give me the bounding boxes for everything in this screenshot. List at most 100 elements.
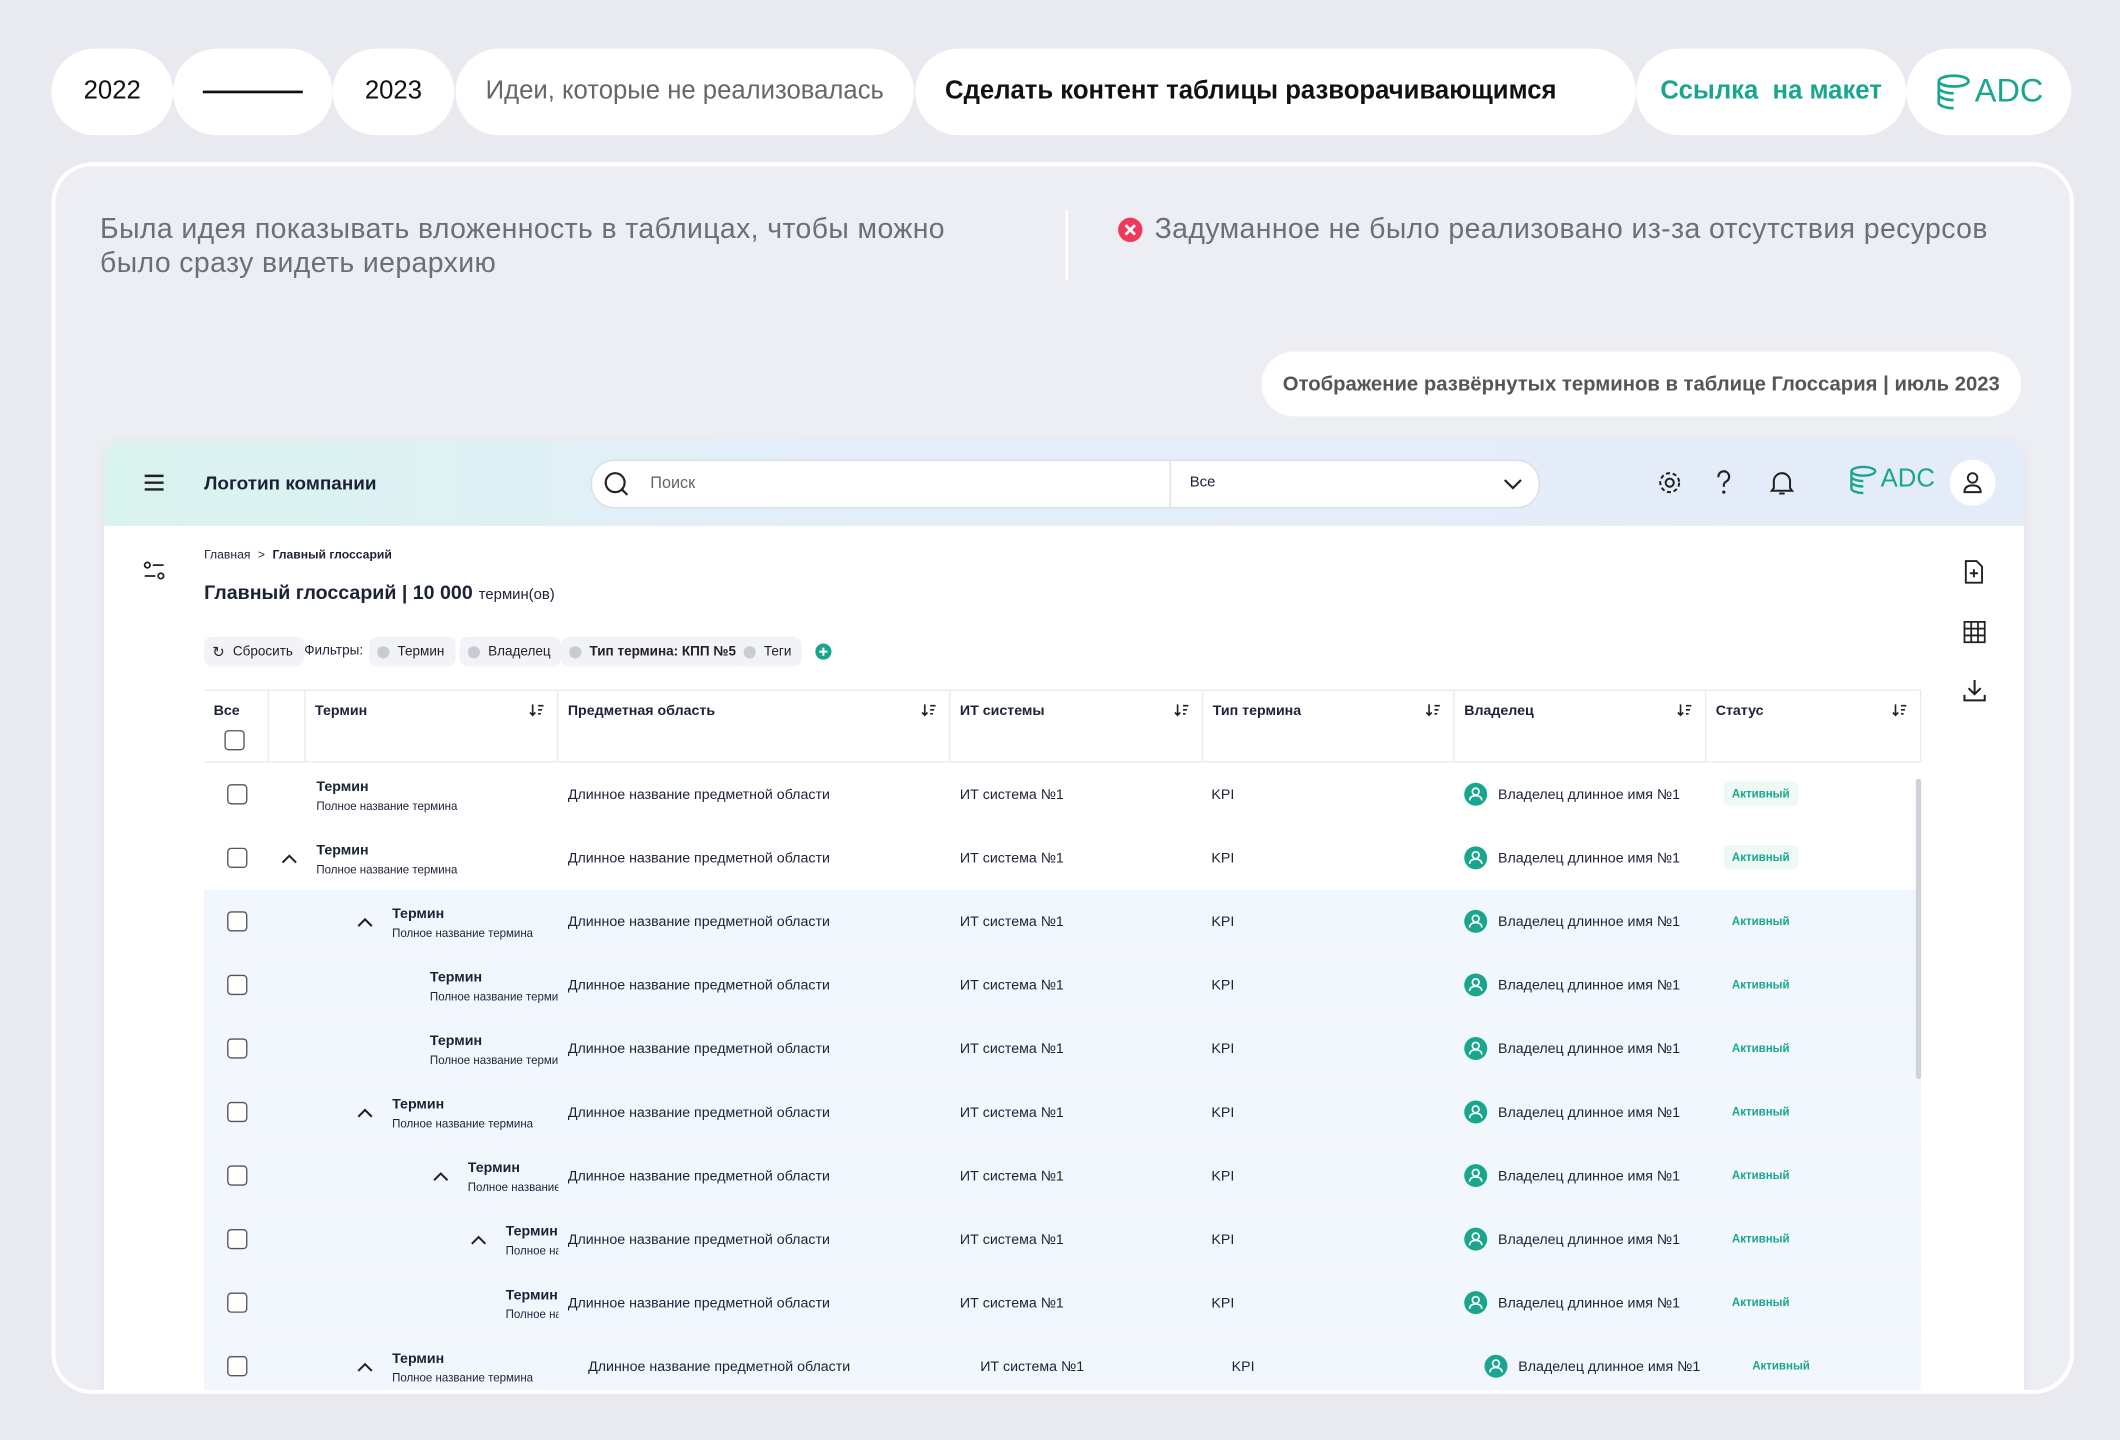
collapse-chevron[interactable] <box>433 1171 449 1182</box>
table-row[interactable]: Термин Полное название термина Длинное наз… <box>204 1143 1922 1209</box>
chip-text: Владелец <box>488 644 551 660</box>
checkbox[interactable] <box>227 847 248 868</box>
collapse-chevron[interactable] <box>357 917 373 928</box>
term-cell: Термин Полное название термина <box>316 826 558 890</box>
year-dash <box>173 48 333 136</box>
table-row[interactable]: Термин Полное название термина Длинное наз… <box>204 1080 1922 1146</box>
owner-icon <box>1468 1105 1483 1119</box>
checkbox[interactable] <box>224 730 245 751</box>
sort-icon[interactable] <box>921 703 937 717</box>
table-row[interactable]: Термин Полное название термина Длинное наз… <box>204 889 1922 955</box>
download-icon[interactable] <box>1963 679 1986 702</box>
breadcrumb[interactable]: Главная <box>204 547 251 562</box>
checkbox[interactable] <box>227 911 248 932</box>
table-row[interactable]: Термин Полное название термина Длинное наз… <box>204 1334 1922 1390</box>
term-cell: Термин Полное название термина <box>392 1080 558 1144</box>
collapse-chevron[interactable] <box>281 853 297 864</box>
owner[interactable]: Владелец длинное имя №1 <box>1498 850 1680 867</box>
user-avatar[interactable] <box>1949 459 1996 506</box>
slide-title-text: Сделать контент таблицы разворачивающимс… <box>945 77 1557 106</box>
year-start: 2022 <box>51 48 174 136</box>
page-title-text: Главный глоссарий | 10 000 <box>204 582 473 605</box>
sort-icon[interactable] <box>1174 703 1190 717</box>
table-row[interactable]: Термин Полное название термина Длинное наз… <box>204 953 1922 1019</box>
add-doc-icon[interactable] <box>1963 560 1985 584</box>
year-start-text: 2022 <box>83 77 141 106</box>
checkbox[interactable] <box>227 1228 248 1250</box>
column-header[interactable]: Термин <box>306 689 559 763</box>
collapse-chevron[interactable] <box>357 1361 373 1372</box>
checkbox[interactable] <box>227 1292 248 1313</box>
search-scope[interactable]: Все <box>1189 474 1216 491</box>
owner[interactable]: Владелец длинное имя №1 <box>1498 913 1680 931</box>
checkbox[interactable] <box>227 784 248 805</box>
checkbox[interactable] <box>227 1101 248 1123</box>
owner[interactable]: Владелец длинное имя №1 <box>1498 1168 1680 1185</box>
link[interactable]: Ссылка на макет <box>1635 48 1907 136</box>
column-title: Все <box>213 703 240 720</box>
collapse-chevron[interactable] <box>470 1234 487 1245</box>
filter-chip[interactable]: Теги <box>735 636 803 667</box>
sort-icon[interactable] <box>1676 703 1692 717</box>
owner-icon <box>1489 1359 1503 1373</box>
column-header[interactable]: ИТ системы <box>950 689 1204 763</box>
status-note: Задуманное не было реализовано из-за отс… <box>1154 213 1988 245</box>
table-row[interactable]: Термин Полное название термина Длинное наз… <box>204 826 1922 891</box>
collapse-chevron[interactable] <box>357 1107 373 1118</box>
chip-remove[interactable] <box>377 645 390 658</box>
term-cell: Термин Полное название термина <box>468 1144 559 1208</box>
filter-chip[interactable]: Владелец <box>459 636 562 667</box>
notifications-icon[interactable] <box>1769 469 1795 496</box>
table-settings-icon[interactable] <box>1963 621 1986 644</box>
owner[interactable]: Владелец длинное имя №1 <box>1518 1358 1701 1375</box>
column-header[interactable]: Все <box>204 689 270 763</box>
checkbox[interactable] <box>227 974 248 996</box>
column-title: Предметная область <box>567 703 716 720</box>
add-filter[interactable] <box>815 643 832 660</box>
it-system: ИТ система №1 <box>959 1295 1064 1312</box>
checkbox[interactable] <box>227 1038 248 1059</box>
owner[interactable]: Владелец длинное имя №1 <box>1498 1041 1680 1058</box>
checkbox[interactable] <box>227 1165 248 1186</box>
help-icon[interactable] <box>1713 469 1735 496</box>
checkbox[interactable] <box>227 1356 248 1377</box>
owner[interactable]: Владелец длинное имя №1 <box>1498 1295 1680 1312</box>
owner[interactable]: Владелец длинное имя №1 <box>1498 1104 1680 1121</box>
term-type: KPI <box>1211 1168 1235 1185</box>
scrollbar[interactable] <box>1915 778 1922 1079</box>
chip-remove[interactable] <box>743 645 756 658</box>
owner[interactable]: Владелец длинное имя №1 <box>1498 977 1680 994</box>
sort-icon[interactable] <box>1425 703 1441 717</box>
term-name: Термин <box>505 1287 558 1304</box>
column-header[interactable]: Тип термина <box>1203 689 1455 763</box>
table-row[interactable]: Термин Полное название термина Длинное наз… <box>204 1207 1922 1273</box>
sort-icon[interactable] <box>1891 703 1907 717</box>
owner[interactable]: Владелец длинное имя №1 <box>1498 1231 1680 1248</box>
owner-icon <box>1468 1041 1483 1055</box>
table-row[interactable]: Термин Полное название термина Длинное наз… <box>204 1016 1922 1082</box>
search-box[interactable]: Поиск Все <box>590 459 1540 509</box>
filter-panel-icon[interactable] <box>143 560 165 582</box>
filter-chip[interactable]: Тип термина: КПП №5 <box>561 636 747 667</box>
link-text[interactable]: Ссылка на макет <box>1660 77 1882 106</box>
reset-text[interactable]: Сбросить <box>232 644 293 660</box>
table-row[interactable]: Термин Полное название термина Длинное наз… <box>204 1270 1922 1336</box>
menu-icon[interactable] <box>143 473 165 492</box>
filter-chip[interactable]: Термин <box>369 636 456 667</box>
chip-remove[interactable] <box>569 645 582 658</box>
sort-icon[interactable] <box>529 703 545 717</box>
column-header[interactable]: Владелец <box>1455 689 1707 763</box>
status-badge: Активный <box>1723 781 1798 806</box>
column-header[interactable]: Статус <box>1706 689 1922 763</box>
chip-remove[interactable] <box>467 645 480 658</box>
settings-icon[interactable] <box>1656 469 1683 496</box>
term-type: KPI <box>1211 977 1235 994</box>
column-header[interactable]: Предметная область <box>558 689 951 763</box>
owner-icon <box>1468 1295 1483 1309</box>
owner[interactable]: Владелец длинное имя №1 <box>1498 786 1680 804</box>
breadcrumb-separator: > <box>257 547 266 562</box>
table-row[interactable]: Термин Полное название термина Длинное наз… <box>204 762 1922 828</box>
reset-button[interactable]: ↻ Сбросить <box>204 636 304 667</box>
term-type: KPI <box>1211 1295 1235 1312</box>
